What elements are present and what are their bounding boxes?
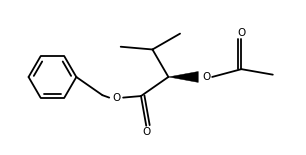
- Text: O: O: [112, 93, 120, 103]
- Polygon shape: [168, 71, 198, 82]
- Text: O: O: [202, 72, 210, 82]
- Text: O: O: [237, 28, 245, 38]
- Text: O: O: [142, 127, 150, 137]
